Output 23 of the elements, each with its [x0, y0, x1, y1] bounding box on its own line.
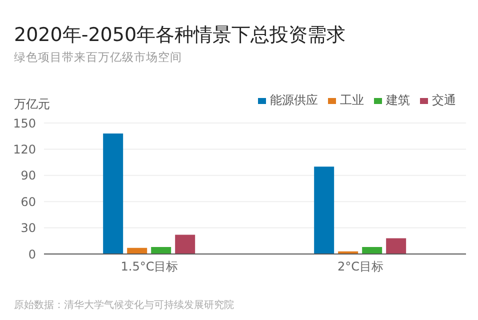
chart-title: 2020年-2050年各种情景下总投资需求 — [14, 23, 346, 48]
y-tick-label: 120 — [13, 142, 36, 156]
x-tick-label: 2°C目标 — [337, 260, 384, 274]
legend-label: 能源供应 — [270, 93, 318, 107]
bar — [314, 166, 334, 254]
chart-subtitle: 绿色项目带来百万亿级市场空间 — [14, 50, 182, 65]
y-tick-label: 150 — [13, 116, 36, 130]
x-tick-label: 1.5°C目标 — [120, 260, 178, 274]
bar — [386, 238, 406, 254]
legend-label: 建筑 — [386, 93, 410, 107]
text: 原始数据：清华大学气候变化与可持续发展研究院 — [14, 298, 234, 312]
y-tick-label: 60 — [20, 194, 36, 209]
legend-label: 工业 — [340, 93, 364, 107]
bar — [362, 247, 382, 254]
bar — [175, 234, 196, 254]
legend-label: 交通 — [432, 93, 456, 107]
bar — [127, 248, 148, 254]
y-axis-title: 万亿元 — [14, 96, 50, 113]
y-tick-label: 30 — [20, 221, 36, 236]
bar — [151, 247, 172, 254]
bar — [103, 133, 124, 254]
y-tick-label: 90 — [20, 168, 36, 183]
y-tick-label: 0 — [28, 247, 36, 262]
